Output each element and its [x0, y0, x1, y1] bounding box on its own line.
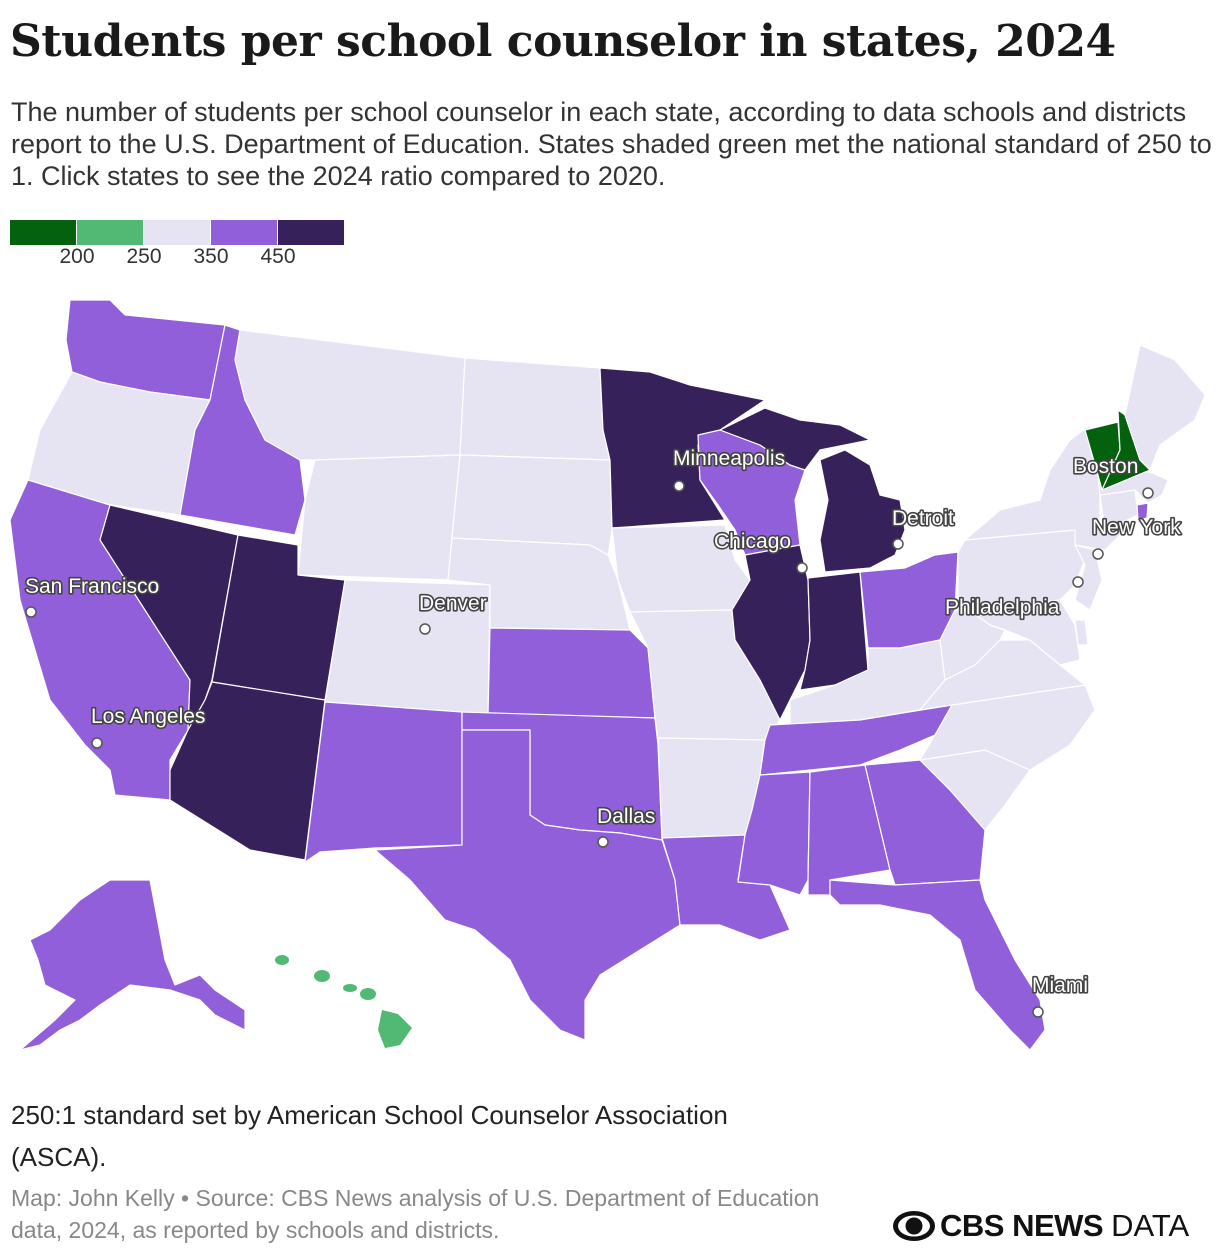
city-los-angeles: Los Angeles — [89, 703, 207, 749]
legend-tick-450: 450 — [260, 245, 296, 268]
city-label-miami: Miami — [1032, 974, 1088, 997]
legend-tick-200: 200 — [59, 245, 95, 268]
state-montana[interactable] — [234, 329, 466, 461]
us-state-map: San Francisco Los Angeles Denver Minneap… — [0, 280, 1220, 1070]
city-new-york: New York — [1090, 514, 1183, 560]
state-hawaii[interactable] — [275, 955, 412, 1048]
legend-swatch-highest — [278, 220, 344, 245]
cbs-eye-icon — [893, 1211, 935, 1241]
city-boston: Boston — [1071, 453, 1154, 499]
state-maine[interactable] — [1124, 344, 1206, 471]
state-michigan-upper[interactable] — [719, 407, 871, 471]
city-label-new-york: New York — [1092, 516, 1181, 539]
color-legend: 200 250 350 450 — [10, 220, 345, 275]
state-north-carolina[interactable] — [919, 684, 1096, 771]
city-dallas: Dallas — [595, 803, 657, 848]
city-miami: Miami — [1030, 972, 1090, 1018]
state-illinois[interactable] — [731, 544, 811, 721]
city-label-philadelphia: Philadelphia — [945, 596, 1060, 619]
city-minneapolis: Minneapolis — [671, 445, 787, 492]
state-indiana[interactable] — [799, 571, 869, 691]
state-kansas[interactable] — [487, 627, 656, 719]
state-alaska[interactable] — [19, 879, 246, 1051]
legend-tick-350: 350 — [193, 245, 229, 268]
state-delaware[interactable] — [1074, 619, 1089, 646]
legend-swatch-meets-standard — [77, 220, 143, 245]
state-tennessee[interactable] — [759, 704, 953, 776]
standard-note: 250:1 standard set by American School Co… — [11, 1100, 728, 1172]
city-label-minneapolis: Minneapolis — [673, 447, 785, 470]
chart-title: Students per school counselor in states,… — [10, 16, 1116, 67]
state-florida[interactable] — [829, 879, 1046, 1051]
legend-swatch-lowest — [10, 220, 76, 245]
state-north-dakota[interactable] — [459, 357, 611, 461]
state-texas[interactable] — [374, 729, 681, 1041]
city-label-chicago: Chicago — [714, 530, 791, 553]
city-label-detroit: Detroit — [892, 507, 954, 530]
legend-tick-250: 250 — [126, 245, 162, 268]
source-credit: Map: John Kelly • Source: CBS News analy… — [11, 1185, 820, 1243]
state-maryland[interactable] — [971, 599, 1081, 666]
state-rhode-island[interactable] — [1136, 502, 1149, 521]
chart-subtitle: The number of students per school counse… — [11, 97, 1212, 191]
state-new-mexico[interactable] — [304, 701, 463, 863]
legend-swatch-middle — [144, 220, 210, 245]
city-philadelphia: Philadelphia — [943, 576, 1084, 621]
cbs-news-data-logo: CBS NEWS DATA — [892, 1208, 1189, 1244]
city-label-boston: Boston — [1073, 455, 1138, 478]
city-label-los-angeles: Los Angeles — [91, 705, 205, 728]
state-wyoming[interactable] — [297, 454, 461, 581]
city-denver: Denver — [417, 590, 488, 635]
city-label-denver: Denver — [419, 592, 487, 615]
logo-suffix: DATA — [1111, 1208, 1190, 1243]
city-chicago: Chicago — [712, 528, 808, 574]
city-detroit: Detroit — [890, 505, 956, 550]
city-san-francisco: San Francisco — [23, 573, 161, 618]
city-label-san-francisco: San Francisco — [25, 575, 159, 598]
city-label-dallas: Dallas — [597, 805, 655, 828]
logo-brand: CBS NEWS — [940, 1208, 1104, 1243]
legend-swatch-high — [211, 220, 277, 245]
